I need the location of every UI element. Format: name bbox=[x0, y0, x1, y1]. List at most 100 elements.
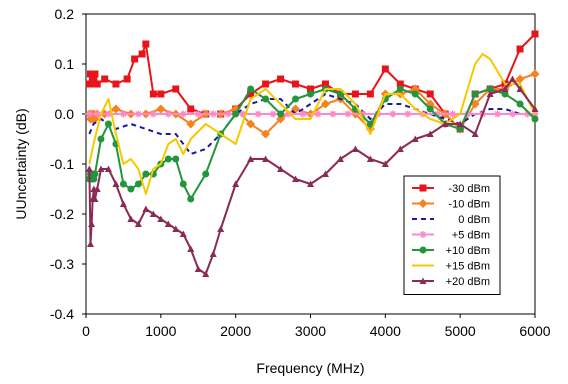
data-point bbox=[156, 104, 166, 114]
data-point bbox=[172, 85, 180, 93]
data-point bbox=[246, 119, 256, 129]
data-point bbox=[164, 155, 172, 163]
series--20-dbm bbox=[85, 75, 539, 277]
legend-entry: -10 dBm bbox=[412, 199, 490, 211]
data-point bbox=[119, 110, 127, 118]
data-point bbox=[91, 195, 99, 202]
data-point bbox=[530, 69, 540, 79]
x-tick-label: 2000 bbox=[220, 323, 251, 339]
data-point bbox=[187, 245, 195, 252]
data-point bbox=[187, 105, 195, 113]
data-point bbox=[138, 50, 146, 58]
data-point bbox=[277, 110, 285, 118]
data-point bbox=[321, 80, 329, 88]
data-point bbox=[134, 110, 142, 118]
legend-entry: +5 dBm bbox=[412, 230, 490, 242]
data-point bbox=[494, 110, 502, 118]
data-point bbox=[127, 215, 135, 222]
x-tick-label: 3000 bbox=[295, 323, 326, 339]
data-point bbox=[516, 100, 524, 108]
data-point bbox=[119, 180, 127, 188]
legend-label: -30 dBm bbox=[448, 183, 490, 195]
data-point bbox=[179, 180, 187, 188]
data-point bbox=[509, 75, 517, 82]
data-point bbox=[112, 180, 120, 187]
legend-entry: 0 dBm bbox=[412, 214, 490, 226]
data-point bbox=[509, 110, 517, 118]
data-point bbox=[471, 90, 479, 98]
series-lines bbox=[84, 30, 540, 277]
data-point bbox=[86, 240, 94, 247]
x-tick-label: 4000 bbox=[370, 323, 401, 339]
data-point bbox=[366, 90, 374, 98]
data-point bbox=[157, 90, 165, 98]
data-point bbox=[224, 110, 232, 118]
data-point bbox=[142, 170, 150, 178]
legend-entry: +15 dBm bbox=[412, 261, 490, 273]
data-point bbox=[104, 120, 112, 128]
data-point bbox=[119, 200, 127, 207]
data-point bbox=[172, 155, 180, 163]
data-point bbox=[320, 99, 330, 109]
data-point bbox=[254, 110, 262, 118]
series--5-dbm bbox=[85, 110, 539, 118]
series--15-dbm bbox=[88, 53, 536, 195]
data-point bbox=[351, 145, 359, 152]
data-point bbox=[194, 110, 202, 118]
data-point bbox=[209, 250, 217, 257]
x-axis-label: Frequency (MHz) bbox=[256, 360, 364, 376]
data-point bbox=[93, 110, 101, 118]
x-tick-label: 1000 bbox=[145, 323, 176, 339]
data-point bbox=[307, 85, 314, 93]
legend-label: -10 dBm bbox=[448, 199, 490, 211]
data-point bbox=[194, 265, 202, 272]
data-point bbox=[134, 220, 142, 227]
data-point bbox=[123, 75, 131, 83]
legend-marker bbox=[419, 277, 427, 284]
data-point bbox=[292, 95, 300, 103]
data-point bbox=[202, 270, 210, 277]
data-point bbox=[321, 170, 329, 177]
legend-entry: +10 dBm bbox=[412, 245, 490, 257]
data-point bbox=[292, 175, 300, 182]
data-point bbox=[262, 155, 270, 162]
data-point bbox=[209, 110, 217, 118]
data-point bbox=[471, 130, 479, 137]
data-point bbox=[501, 90, 509, 98]
data-point bbox=[366, 155, 374, 162]
data-point bbox=[247, 90, 255, 98]
data-point bbox=[434, 110, 442, 118]
data-point bbox=[179, 110, 187, 118]
data-point bbox=[277, 75, 285, 83]
data-point bbox=[299, 110, 307, 118]
data-point bbox=[164, 110, 172, 118]
data-point bbox=[131, 55, 139, 63]
data-point bbox=[531, 115, 539, 123]
data-point bbox=[85, 110, 93, 118]
data-point bbox=[344, 110, 352, 118]
legend-entry: +20 dBm bbox=[412, 276, 490, 288]
data-point bbox=[101, 75, 109, 83]
data-point bbox=[142, 40, 150, 48]
data-point bbox=[93, 185, 101, 192]
data-point bbox=[531, 105, 539, 112]
y-tick-label: 0.2 bbox=[55, 6, 75, 22]
data-point bbox=[366, 120, 374, 128]
legend-marker bbox=[419, 184, 427, 192]
data-point bbox=[426, 130, 434, 137]
data-point bbox=[336, 90, 344, 98]
data-point bbox=[232, 110, 240, 118]
data-point bbox=[389, 110, 397, 118]
data-point bbox=[486, 90, 494, 97]
data-point bbox=[85, 165, 93, 172]
data-point bbox=[187, 195, 195, 203]
data-point bbox=[276, 114, 286, 124]
data-point bbox=[426, 105, 434, 113]
data-point bbox=[164, 220, 172, 227]
data-point bbox=[314, 110, 322, 118]
data-point bbox=[261, 129, 271, 139]
data-point bbox=[202, 170, 210, 178]
data-point bbox=[90, 75, 98, 83]
data-point bbox=[351, 90, 359, 98]
